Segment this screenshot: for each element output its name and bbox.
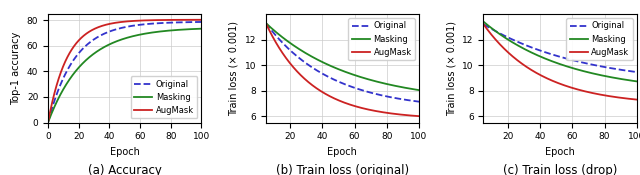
AugMask <box>262 22 269 24</box>
AugMask <box>571 88 579 90</box>
AugMask <box>198 19 205 21</box>
Masking <box>353 75 361 77</box>
Original <box>479 23 487 25</box>
Masking <box>345 72 353 74</box>
Masking <box>629 80 637 82</box>
Masking <box>479 21 487 23</box>
AugMask <box>605 95 613 97</box>
AugMask <box>552 81 560 83</box>
AugMask <box>118 21 125 23</box>
Masking <box>563 65 570 67</box>
Original <box>118 27 125 29</box>
Masking <box>117 39 125 41</box>
AugMask <box>170 19 177 21</box>
AugMask <box>117 21 125 23</box>
Original <box>412 100 419 102</box>
Masking <box>44 121 52 124</box>
Text: (c) Train loss (drop): (c) Train loss (drop) <box>503 164 618 175</box>
Original <box>262 22 269 24</box>
Line: AugMask: AugMask <box>483 24 637 100</box>
Original <box>415 101 423 103</box>
Original <box>345 85 353 87</box>
AugMask <box>479 23 487 25</box>
Masking <box>198 28 205 30</box>
AugMask <box>629 98 637 100</box>
Legend: Original, Masking, AugMask: Original, Masking, AugMask <box>131 76 197 118</box>
Y-axis label: Train loss (× 0.001): Train loss (× 0.001) <box>229 21 239 116</box>
Original <box>388 96 396 98</box>
AugMask <box>633 99 640 101</box>
Masking <box>552 62 560 64</box>
Masking <box>605 76 613 78</box>
AugMask <box>335 100 343 102</box>
Masking <box>118 38 125 40</box>
Masking <box>415 89 423 91</box>
Text: (a) Accuracy: (a) Accuracy <box>88 164 162 175</box>
X-axis label: Epoch: Epoch <box>109 147 140 157</box>
Original <box>353 88 361 90</box>
Y-axis label: Top-1 accuracy: Top-1 accuracy <box>12 32 21 105</box>
AugMask <box>412 115 419 117</box>
Original <box>629 71 637 73</box>
Masking <box>335 69 343 71</box>
Line: Masking: Masking <box>48 29 202 122</box>
X-axis label: Epoch: Epoch <box>545 147 575 157</box>
Y-axis label: Train loss (× 0.001): Train loss (× 0.001) <box>447 21 457 116</box>
AugMask <box>415 115 423 117</box>
AugMask <box>335 99 342 101</box>
Original <box>44 121 52 124</box>
Original <box>633 71 640 73</box>
Legend: Original, Masking, AugMask: Original, Masking, AugMask <box>566 18 632 60</box>
Original <box>554 55 561 57</box>
AugMask <box>44 121 52 124</box>
Line: Masking: Masking <box>266 23 419 90</box>
Line: Original: Original <box>266 23 419 102</box>
Text: (b) Train loss (original): (b) Train loss (original) <box>276 164 409 175</box>
Masking <box>554 62 561 64</box>
Masking <box>170 29 177 31</box>
Masking <box>388 84 396 86</box>
Original <box>552 55 560 57</box>
Masking <box>194 28 202 30</box>
AugMask <box>136 20 143 22</box>
Original <box>605 67 613 69</box>
Line: AugMask: AugMask <box>48 20 202 122</box>
Masking <box>262 22 269 24</box>
AugMask <box>345 103 353 105</box>
Line: Original: Original <box>48 22 202 122</box>
AugMask <box>353 106 361 108</box>
Masking <box>633 80 640 82</box>
Masking <box>412 89 419 91</box>
Masking <box>136 34 143 36</box>
Original <box>136 24 143 26</box>
AugMask <box>194 19 202 21</box>
Original <box>198 21 205 23</box>
Original <box>335 81 343 83</box>
Masking <box>571 68 579 70</box>
AugMask <box>563 85 570 87</box>
Masking <box>335 68 342 70</box>
Line: AugMask: AugMask <box>266 23 419 116</box>
Original <box>335 81 342 83</box>
Original <box>194 21 202 23</box>
Original <box>563 58 570 60</box>
AugMask <box>554 82 561 84</box>
Line: Masking: Masking <box>483 22 637 81</box>
Original <box>127 25 135 27</box>
Line: Original: Original <box>483 24 637 72</box>
AugMask <box>388 112 396 114</box>
Masking <box>127 36 135 38</box>
X-axis label: Epoch: Epoch <box>328 147 357 157</box>
Original <box>170 22 177 24</box>
Legend: Original, Masking, AugMask: Original, Masking, AugMask <box>348 18 415 60</box>
Original <box>571 60 579 62</box>
AugMask <box>127 20 135 22</box>
Original <box>117 27 125 29</box>
